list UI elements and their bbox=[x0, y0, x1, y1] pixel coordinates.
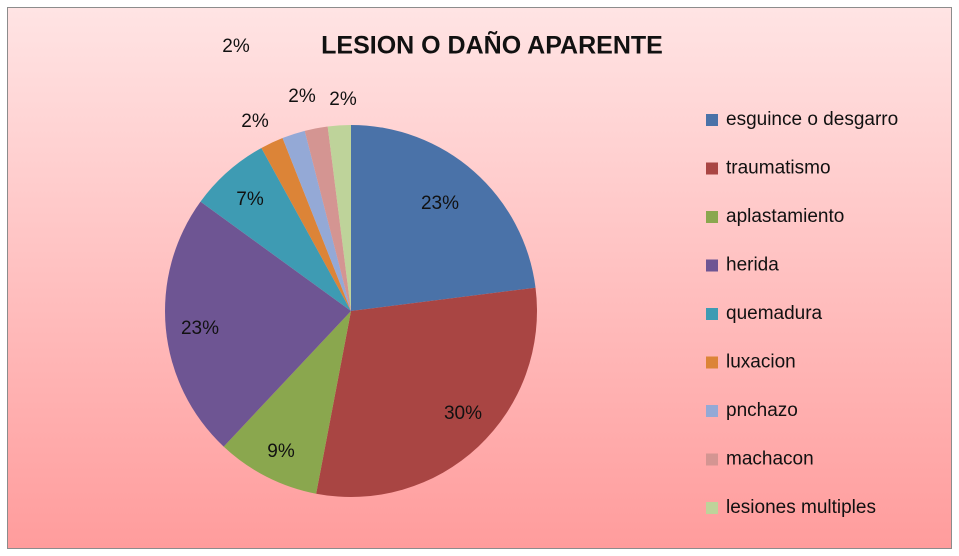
legend-label: aplastamiento bbox=[726, 206, 844, 227]
pie-slice bbox=[304, 126, 351, 311]
pie-slice bbox=[223, 311, 351, 494]
legend-swatch bbox=[706, 308, 718, 320]
legend-label: machacon bbox=[726, 449, 814, 470]
data-label: 2% bbox=[329, 89, 357, 110]
pie-slice bbox=[351, 125, 536, 311]
legend-label: herida bbox=[726, 255, 779, 276]
pie-slice bbox=[327, 125, 351, 311]
data-label: 7% bbox=[236, 189, 264, 210]
legend-label: quemadura bbox=[726, 303, 823, 324]
data-label: 23% bbox=[421, 193, 459, 214]
pie-slice bbox=[165, 201, 351, 447]
data-label: 9% bbox=[267, 441, 295, 462]
data-label: 2% bbox=[288, 86, 316, 107]
legend-label: traumatismo bbox=[726, 158, 831, 179]
data-label: 2% bbox=[241, 111, 269, 132]
legend-label: pnchazo bbox=[726, 400, 798, 421]
legend-swatch bbox=[706, 405, 718, 417]
legend-label: luxacion bbox=[726, 352, 796, 373]
legend-swatch bbox=[706, 502, 718, 514]
data-label: 2% bbox=[222, 36, 250, 57]
data-label: 23% bbox=[181, 318, 219, 339]
pie-slice bbox=[316, 287, 537, 498]
legend-swatch bbox=[706, 356, 718, 369]
legend-swatch bbox=[706, 259, 718, 272]
legend-swatch bbox=[706, 453, 718, 466]
legend-label: esguince o desgarro bbox=[726, 109, 898, 130]
legend-swatch bbox=[706, 162, 718, 175]
legend-label: lesiones multiples bbox=[726, 497, 876, 518]
pie-slice bbox=[200, 148, 351, 311]
pie-slice bbox=[261, 138, 351, 311]
chart-title: LESION O DAÑO APARENTE bbox=[321, 30, 663, 60]
data-label: 30% bbox=[444, 403, 482, 424]
legend-swatch bbox=[706, 114, 718, 126]
legend-swatch bbox=[706, 211, 718, 223]
pie-slice bbox=[282, 130, 351, 311]
